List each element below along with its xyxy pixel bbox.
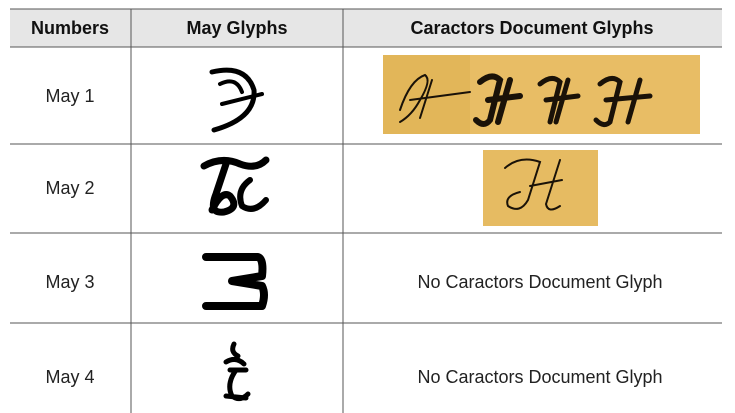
number-cell: May 3: [45, 272, 94, 292]
number-cell: May 1: [45, 86, 94, 106]
may-glyph: [202, 253, 268, 310]
header-cell: May Glyphs: [186, 18, 287, 38]
header-cell: Numbers: [31, 18, 109, 38]
header-background: [10, 9, 722, 47]
may-glyph: [209, 67, 264, 133]
document-glyph: [383, 55, 700, 134]
document-glyph: [483, 150, 598, 226]
may-glyph: [200, 156, 270, 216]
caractors-cell: No Caractors Document Glyph: [417, 367, 662, 387]
may-glyph: [223, 341, 251, 402]
table-grid: [10, 8, 722, 413]
number-cell: May 2: [45, 178, 94, 198]
number-cell: May 4: [45, 367, 94, 387]
header-cell: Caractors Document Glyphs: [410, 18, 653, 38]
caractors-cell: No Caractors Document Glyph: [417, 272, 662, 292]
